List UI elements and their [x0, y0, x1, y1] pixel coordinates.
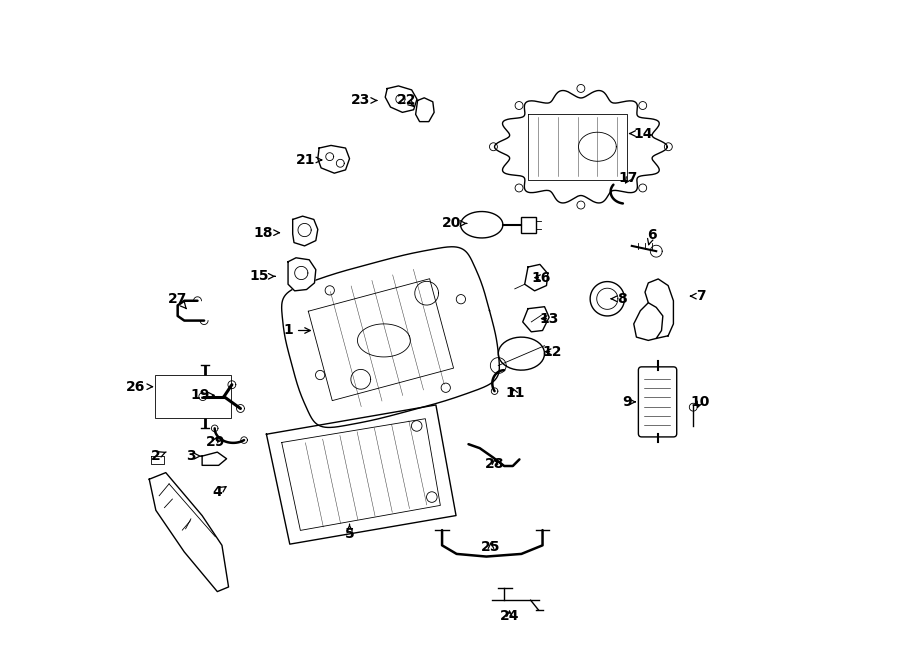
Polygon shape: [525, 264, 548, 291]
Bar: [521, 217, 535, 233]
Polygon shape: [149, 473, 229, 592]
Text: 5: 5: [345, 524, 355, 541]
Text: 7: 7: [690, 289, 706, 303]
Circle shape: [515, 102, 523, 110]
Text: 20: 20: [442, 216, 466, 231]
Polygon shape: [292, 216, 318, 246]
Text: 17: 17: [619, 171, 638, 186]
Circle shape: [639, 102, 647, 110]
Polygon shape: [645, 279, 673, 338]
Polygon shape: [228, 381, 236, 389]
Circle shape: [664, 143, 672, 151]
Text: 26: 26: [126, 379, 152, 394]
Polygon shape: [200, 321, 208, 325]
Text: 4: 4: [212, 485, 226, 500]
Text: 29: 29: [206, 434, 225, 449]
Text: 11: 11: [505, 386, 525, 401]
Text: 18: 18: [254, 225, 279, 240]
FancyBboxPatch shape: [638, 367, 677, 437]
Text: 6: 6: [647, 227, 656, 245]
Polygon shape: [634, 303, 656, 340]
Text: 22: 22: [397, 93, 417, 108]
Text: 15: 15: [250, 269, 275, 284]
Text: 27: 27: [168, 292, 187, 309]
Text: 24: 24: [500, 609, 519, 623]
Text: 14: 14: [630, 126, 652, 141]
Text: 12: 12: [543, 344, 562, 359]
Text: 10: 10: [690, 395, 709, 409]
Text: 25: 25: [482, 540, 500, 555]
Circle shape: [639, 184, 647, 192]
Text: 23: 23: [351, 93, 376, 108]
Circle shape: [577, 85, 585, 93]
Text: 3: 3: [186, 449, 202, 463]
Text: 16: 16: [532, 270, 551, 285]
Text: 9: 9: [622, 395, 635, 409]
Bar: [155, 375, 230, 418]
Text: 8: 8: [611, 292, 626, 306]
Polygon shape: [199, 393, 207, 401]
Circle shape: [577, 201, 585, 209]
Circle shape: [490, 143, 498, 151]
Polygon shape: [194, 297, 202, 301]
Text: 2: 2: [151, 449, 166, 463]
Polygon shape: [523, 307, 549, 332]
Text: 1: 1: [284, 323, 310, 338]
Text: 13: 13: [539, 311, 559, 326]
Circle shape: [515, 184, 523, 192]
Polygon shape: [416, 98, 434, 122]
Polygon shape: [288, 258, 316, 291]
Text: 28: 28: [485, 457, 505, 471]
Polygon shape: [385, 86, 417, 112]
Polygon shape: [202, 452, 227, 465]
Text: 21: 21: [296, 153, 322, 167]
Polygon shape: [318, 145, 349, 173]
Polygon shape: [237, 405, 245, 412]
Text: 19: 19: [191, 388, 214, 403]
